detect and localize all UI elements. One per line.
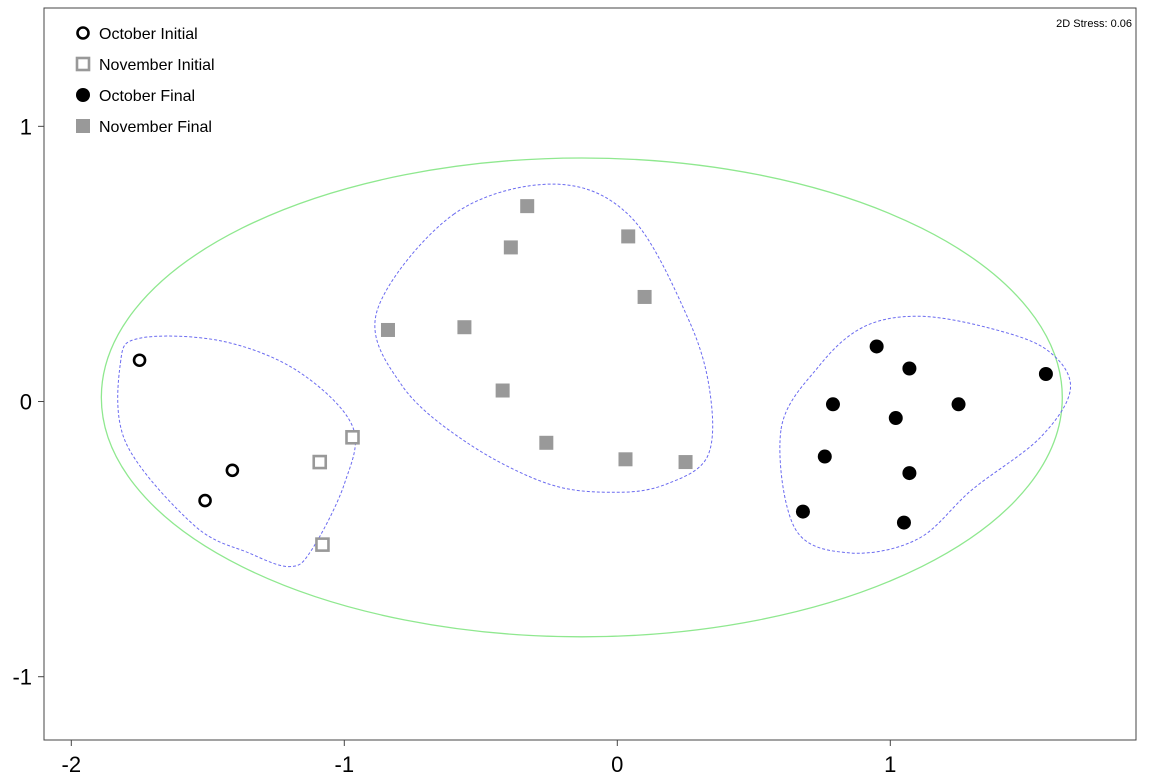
legend-marker-october-final [76, 88, 90, 102]
october-final-point [795, 504, 810, 519]
legend-label-november-final: November Final [99, 119, 212, 136]
october-final-point [1038, 367, 1053, 381]
outer-cluster-outline [100, 157, 1063, 638]
legend-marker-october-initial [76, 26, 90, 40]
y-tick-label: 0 [20, 390, 32, 415]
plot-frame [43, 7, 1137, 741]
november-final-point [503, 240, 518, 255]
november-final-point [495, 383, 510, 398]
x-tick-label: -2 [62, 752, 82, 777]
november-final-point [618, 452, 633, 467]
october-final-point [951, 397, 966, 412]
october-initial-point [198, 493, 212, 508]
data-points [132, 199, 1053, 552]
y-tick-label: -1 [12, 665, 32, 690]
november-initial-point [315, 537, 330, 552]
stress-annotation: 2D Stress: 0.06 [1056, 18, 1132, 30]
legend-label-october-final: October Final [99, 88, 195, 105]
legend-marker-november-final [76, 119, 90, 133]
legend-marker-november-initial [75, 56, 91, 72]
november-final-point [637, 289, 652, 304]
y-tick-label: 1 [20, 114, 32, 139]
november-initial-point [345, 429, 360, 445]
november-final-point [621, 229, 636, 244]
legend-label-october-initial: October Initial [99, 26, 198, 43]
november-final-point [678, 455, 693, 470]
group-outline-2 [374, 183, 714, 493]
october-final-point [825, 397, 840, 412]
november-final-point [380, 322, 395, 337]
x-tick-label: 1 [884, 752, 896, 777]
axes: -2 -1 0 1 -1 0 1 [12, 114, 896, 777]
november-final-point [539, 435, 554, 450]
october-final-point [869, 339, 884, 354]
october-initial-point [225, 463, 240, 478]
october-final-point [896, 515, 911, 530]
legend: October Initial November Initial October F… [75, 26, 215, 136]
group-outline-3 [779, 315, 1072, 554]
october-initial-point [132, 353, 147, 368]
x-tick-label: 0 [611, 752, 623, 777]
cluster-outlines [100, 157, 1072, 638]
october-final-point [902, 466, 917, 481]
october-final-point [902, 361, 917, 376]
october-final-point [888, 411, 903, 426]
group-outline-1 [117, 335, 356, 568]
november-initial-point [312, 454, 328, 470]
october-final-point [817, 449, 832, 464]
november-final-point [520, 199, 535, 214]
november-final-point [457, 320, 472, 335]
x-tick-label: -1 [335, 752, 355, 777]
legend-label-november-initial: November Initial [99, 57, 215, 74]
